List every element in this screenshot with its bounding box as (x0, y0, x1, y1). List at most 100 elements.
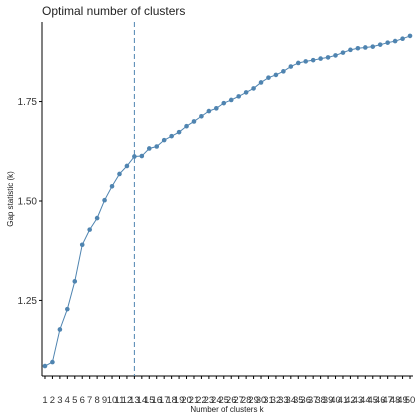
gap-data-point (206, 108, 212, 114)
gap-data-point (400, 36, 405, 42)
x-tick-label: 27 (233, 395, 244, 406)
x-tick-label: 18 (166, 395, 177, 406)
y-tick-label: 1.25 (18, 296, 38, 307)
gap-data-point (348, 47, 353, 53)
gap-data-point (385, 40, 390, 45)
x-tick-label: 26 (226, 395, 237, 406)
y-axis-title: Gap statistic (k) (6, 171, 15, 227)
gap-data-point (333, 53, 338, 58)
x-tick-label: 15 (144, 395, 155, 406)
gap-data-point (169, 133, 174, 139)
x-tick-label: 47 (382, 395, 393, 406)
gap-data-point (117, 171, 122, 177)
x-tick-label: 41 (338, 395, 349, 406)
gap-data-point (370, 44, 376, 49)
x-tick-label: 44 (360, 395, 371, 406)
x-tick-label: 24 (211, 395, 222, 406)
x-tick-label: 4 (65, 395, 70, 406)
gap-data-point (363, 45, 368, 50)
chart-title: Optimal number of clusters (42, 4, 185, 18)
gap-data-point (87, 227, 92, 232)
x-tick-label: 38 (315, 395, 326, 406)
gap-data-point (266, 75, 271, 80)
gap-data-point (288, 64, 294, 69)
gap-data-point (42, 363, 48, 369)
x-tick-label: 14 (137, 395, 148, 406)
gap-data-point (50, 359, 55, 365)
gap-data-point (161, 137, 167, 143)
x-tick-label: 49 (397, 395, 408, 406)
gap-data-point (251, 86, 256, 91)
gap-data-point (221, 100, 227, 106)
gap-data-point (295, 60, 301, 66)
gap-data-point (79, 242, 85, 248)
x-tick-label: 33 (278, 395, 289, 406)
gap-data-point (65, 306, 70, 312)
gap-data-point (258, 80, 264, 85)
gap-data-point (392, 38, 398, 44)
y-tick-label: 1.75 (18, 97, 38, 108)
gap-data-point (176, 129, 182, 135)
x-tick-label: 8 (94, 395, 99, 406)
x-tick-label: 29 (248, 395, 259, 406)
gap-data-point (407, 33, 413, 39)
x-tick-label: 19 (174, 395, 185, 406)
x-tick-label: 43 (353, 395, 364, 406)
y-axis-ticks: 1.25 1.50 1.75 (18, 97, 42, 307)
x-tick-label: 6 (80, 395, 85, 406)
gap-data-point (57, 327, 63, 332)
gap-data-point (132, 154, 137, 159)
x-tick-label: 40 (330, 395, 341, 406)
x-tick-label: 7 (87, 395, 92, 406)
gap-data-point (94, 215, 100, 221)
gap-series-line (44, 35, 411, 367)
gap-series-points (42, 33, 413, 369)
x-tick-label: 20 (181, 395, 192, 406)
x-tick-label: 48 (390, 395, 401, 406)
gap-data-point (72, 279, 78, 284)
x-tick-label: 2 (50, 395, 55, 406)
x-tick-label: 10 (107, 395, 118, 406)
gap-data-point (154, 144, 160, 149)
gap-data-point (124, 163, 130, 169)
gap-data-point (191, 119, 197, 124)
x-tick-label: 37 (308, 395, 319, 406)
gap-data-point (236, 94, 241, 99)
gap-data-point (310, 57, 316, 63)
x-tick-label: 30 (256, 395, 267, 406)
x-tick-label: 34 (286, 395, 297, 406)
gap-data-point (102, 197, 107, 203)
x-tick-label: 23 (204, 395, 215, 406)
x-tick-label: 22 (196, 395, 207, 406)
x-tick-label: 45 (367, 395, 378, 406)
x-tick-label: 16 (151, 395, 162, 406)
x-tick-label: 28 (241, 395, 252, 406)
gap-data-point (139, 153, 145, 159)
y-tick-label: 1.50 (18, 196, 38, 207)
gap-data-point (214, 106, 219, 111)
x-axis-ticks: 1 2 3 4 5 6 7 8 9 1011121314151617181920212223242… (42, 376, 415, 406)
x-tick-label: 39 (323, 395, 334, 406)
gap-data-point (318, 56, 323, 61)
gap-data-point (303, 59, 309, 64)
gap-data-point (243, 90, 249, 95)
x-tick-label: 17 (159, 395, 170, 406)
gap-data-point (273, 72, 279, 78)
x-tick-label: 3 (57, 395, 62, 406)
gap-data-point (228, 97, 234, 103)
x-tick-label: 50 (405, 395, 416, 406)
x-axis-title: Number of clusters k (190, 405, 264, 414)
x-tick-label: 1 (42, 395, 47, 406)
x-tick-label: 5 (72, 395, 77, 406)
x-tick-label: 42 (345, 395, 356, 406)
x-tick-label: 31 (263, 395, 274, 406)
x-tick-label: 11 (115, 395, 125, 406)
x-tick-label: 32 (271, 395, 282, 406)
x-tick-label: 46 (375, 395, 386, 406)
gap-data-point (146, 146, 152, 151)
gap-data-point (109, 183, 115, 189)
gap-data-point (281, 69, 286, 74)
gap-data-point (325, 55, 331, 60)
x-tick-label: 21 (189, 395, 200, 406)
